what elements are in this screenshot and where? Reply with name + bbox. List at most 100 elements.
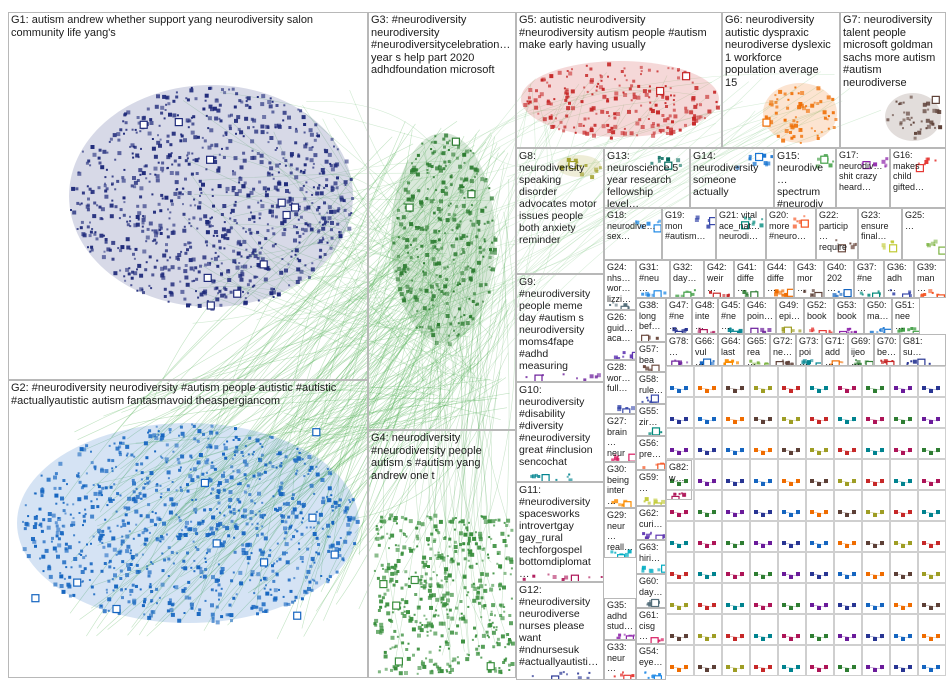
edge [476,316,510,528]
edge [306,101,448,169]
edge [120,196,485,470]
edge [340,366,418,548]
edge [198,172,436,181]
node-cluster-g38 [640,334,659,341]
edge [283,378,456,428]
edge [273,131,449,391]
edge [231,223,493,338]
group-box-g32: G32: day… [670,260,704,298]
node-cluster-g13 [650,155,682,170]
edge [254,373,409,482]
edge [111,121,458,438]
edge [300,275,452,318]
edge [412,179,510,544]
edge [211,386,451,412]
node-cluster-g47 [672,327,688,333]
group-box-g44: G44: diffe… [764,260,794,298]
node-cluster-g40 [832,289,852,297]
edge [492,102,548,353]
node-cluster-g70 [880,359,895,365]
edge [425,225,508,633]
group-box-g10: G10: neurodiversity #disability #diversi… [516,382,604,482]
edge [135,415,441,444]
edge [189,397,400,605]
edge [334,322,397,406]
edge [342,233,458,521]
node-cluster-g8 [557,155,602,180]
group-box-g57: G57: bea… [636,342,666,372]
edge [346,160,409,408]
edge [438,254,484,568]
edge [340,286,423,334]
edge [358,336,468,555]
edge [234,195,444,255]
edge [489,109,827,322]
edge [295,334,393,615]
edge [450,73,835,152]
edge [214,378,502,541]
edge [107,135,493,630]
node-cluster-g37 [859,290,881,297]
group-box-g21: G21: vital ace_nat… neurodi… [716,208,766,260]
edge [314,129,413,437]
edge [310,336,493,440]
edge [117,168,418,483]
edge [304,315,405,484]
edge [331,174,441,262]
edge [430,303,466,571]
edge [273,149,442,488]
edge [97,401,446,546]
edge [336,187,435,397]
edge [210,289,495,423]
node-cluster-g60 [646,598,660,607]
edge [347,262,470,303]
edge [195,240,498,306]
edge [504,116,556,329]
edge [430,314,473,624]
edge [453,300,507,652]
group-box-g54: G54: eye… [636,644,666,680]
node-cluster-g51 [897,327,919,333]
edge [328,245,440,303]
edge [298,307,433,434]
edge [307,222,396,500]
group-box-g13: G13: neuroscience 5 year research fellow… [604,148,690,208]
edge [322,118,449,389]
edge [501,124,770,270]
edge [423,210,441,544]
node-cluster-g5 [521,61,720,140]
edge [191,136,393,508]
edge [413,304,431,581]
edge [208,388,501,421]
edge [320,163,465,335]
edge [506,112,708,178]
edge [106,256,500,490]
edge [421,191,448,589]
edge [358,335,426,449]
edge [167,311,497,507]
group-box-g73: G73: poi… [796,334,822,366]
edge [449,89,797,332]
group-box-g61: G61: cisg… [636,608,666,644]
edge [461,375,476,659]
edge [127,384,438,440]
edge [450,163,505,586]
edge [210,260,493,381]
edge [209,187,489,286]
group-box-g40: G40: 202… [824,260,854,298]
group-box-g31: G31: #neu… [636,260,670,298]
edge [320,304,436,592]
node-cluster-g14 [735,152,773,170]
group-box-g48: G48: inte… [692,298,718,334]
edge [349,90,445,247]
edge [480,276,496,621]
minor-groups-grid [666,366,946,676]
node-cluster-g52 [809,327,833,333]
edge [323,152,465,507]
edge [454,168,482,626]
edge [239,135,465,446]
group-box-g70: G70: be… [874,334,900,366]
edge [451,72,607,244]
edge [180,354,477,578]
edge [433,109,882,266]
